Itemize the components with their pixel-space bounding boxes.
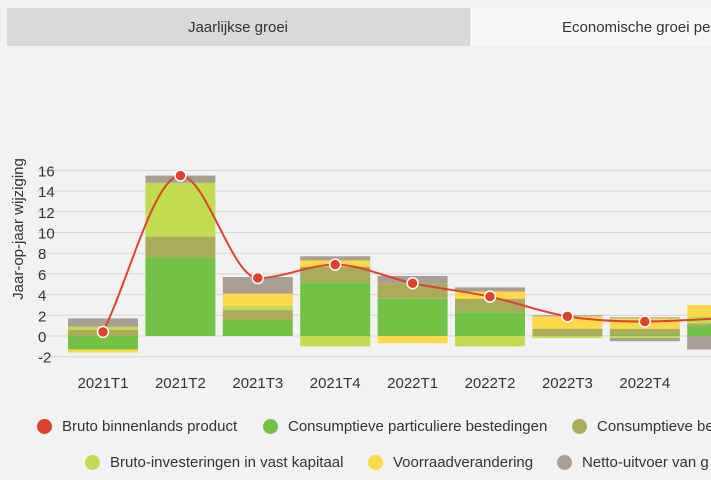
legend-label: Consumptieve be	[597, 418, 711, 435]
bar-segment[interactable]	[610, 336, 680, 338]
bar-segment[interactable]	[223, 294, 293, 306]
legend-dot-icon	[572, 419, 587, 434]
legend-item-gdp[interactable]: Bruto binnenlands product	[37, 418, 237, 435]
legend-item-inventory[interactable]: Voorraadverandering	[368, 454, 533, 471]
bar-segment[interactable]	[68, 349, 138, 352]
tab-bar: Jaarlijkse groei Economische groei pe	[0, 0, 711, 46]
legend-label: Bruto binnenlands product	[62, 418, 237, 435]
bar-segment[interactable]	[68, 318, 138, 326]
legend-row-1: Bruto binnenlands product Consumptieve p…	[0, 418, 711, 444]
y-tick-label: -2	[38, 350, 51, 367]
y-tick-label: 10	[38, 226, 55, 243]
y-tick-label: 16	[38, 163, 55, 180]
bar-segment[interactable]	[145, 183, 215, 237]
x-tick-label: 2022T1	[387, 375, 438, 392]
y-tick-label: 12	[38, 205, 55, 222]
legend-label: Bruto-investeringen in vast kapitaal	[110, 454, 343, 471]
y-tick-label: 6	[38, 267, 46, 284]
legend-item-investments[interactable]: Bruto-investeringen in vast kapitaal	[85, 454, 343, 471]
y-tick-label: 14	[38, 184, 55, 201]
gdp-point[interactable]	[485, 291, 496, 302]
gdp-point[interactable]	[252, 273, 263, 284]
bar-segment[interactable]	[378, 299, 448, 336]
bar-segment[interactable]	[145, 237, 215, 258]
bar-segment[interactable]	[455, 336, 525, 346]
legend-dot-icon	[263, 419, 278, 434]
bar-segment[interactable]	[300, 336, 370, 346]
legend-label: Consumptieve particuliere bestedingen	[288, 418, 547, 435]
x-tick-label: 2021T2	[155, 375, 206, 392]
y-tick-label: 2	[38, 308, 46, 325]
legend-label: Netto-uitvoer van g	[582, 454, 709, 471]
bar-segment[interactable]	[378, 336, 448, 343]
gdp-point[interactable]	[330, 259, 341, 270]
gdp-point[interactable]	[175, 170, 186, 181]
gdp-point[interactable]	[562, 311, 573, 322]
tab-economic-growth[interactable]: Economische groei pe	[471, 8, 711, 46]
x-axis: 2021T1 2021T2 2021T3 2021T4 2022T1 2022T2 2022…	[78, 375, 711, 392]
legend-dot-icon	[37, 419, 52, 434]
bar-segment[interactable]	[687, 324, 711, 326]
legend-dot-icon	[557, 455, 572, 470]
bar-segment[interactable]	[532, 329, 602, 336]
y-tick-label: 4	[38, 288, 46, 305]
bar-segment[interactable]	[687, 305, 711, 316]
gdp-point[interactable]	[639, 316, 650, 327]
bar-segment[interactable]	[223, 320, 293, 336]
bar-segment[interactable]	[532, 336, 602, 338]
bar-segment[interactable]	[610, 335, 680, 336]
bar-segment[interactable]	[223, 310, 293, 320]
legend-item-net-exports[interactable]: Netto-uitvoer van g	[557, 454, 709, 471]
bar-segment[interactable]	[145, 257, 215, 336]
bar-segment[interactable]	[610, 329, 680, 335]
y-tick-label: 0	[38, 329, 46, 346]
legend-dot-icon	[85, 455, 100, 470]
bar-series	[68, 176, 711, 353]
x-tick-label: 2022T3	[542, 375, 593, 392]
x-tick-label: 2022T2	[465, 375, 516, 392]
gdp-point[interactable]	[407, 278, 418, 289]
legend-item-government-consumption[interactable]: Consumptieve be	[572, 418, 711, 435]
bar-segment[interactable]	[455, 312, 525, 336]
bar-segment[interactable]	[610, 338, 680, 341]
y-axis-label: Jaar-op-jaar wijziging	[10, 158, 27, 300]
growth-chart: -2 0 2 4 6 8 10 12 14 16 2021T1 2021T2 2021T3 2021T4…	[0, 46, 711, 406]
x-tick-label: 2021T3	[232, 375, 283, 392]
bar-segment[interactable]	[223, 306, 293, 310]
bar-segment[interactable]	[687, 326, 711, 336]
legend-label: Voorraadverandering	[393, 454, 533, 471]
legend-item-private-consumption[interactable]: Consumptieve particuliere bestedingen	[263, 418, 547, 435]
legend-row-2: Bruto-investeringen in vast kapitaal Voo…	[0, 454, 711, 480]
legend-dot-icon	[368, 455, 383, 470]
y-tick-label: 8	[38, 246, 46, 263]
bar-segment[interactable]	[687, 336, 711, 349]
bar-segment[interactable]	[300, 282, 370, 336]
tab-annual-growth[interactable]: Jaarlijkse groei	[7, 8, 470, 46]
gdp-point[interactable]	[98, 326, 109, 337]
x-tick-label: 2022T4	[619, 375, 670, 392]
x-tick-label: 2021T4	[310, 375, 361, 392]
x-tick-label: 2021T1	[78, 375, 129, 392]
